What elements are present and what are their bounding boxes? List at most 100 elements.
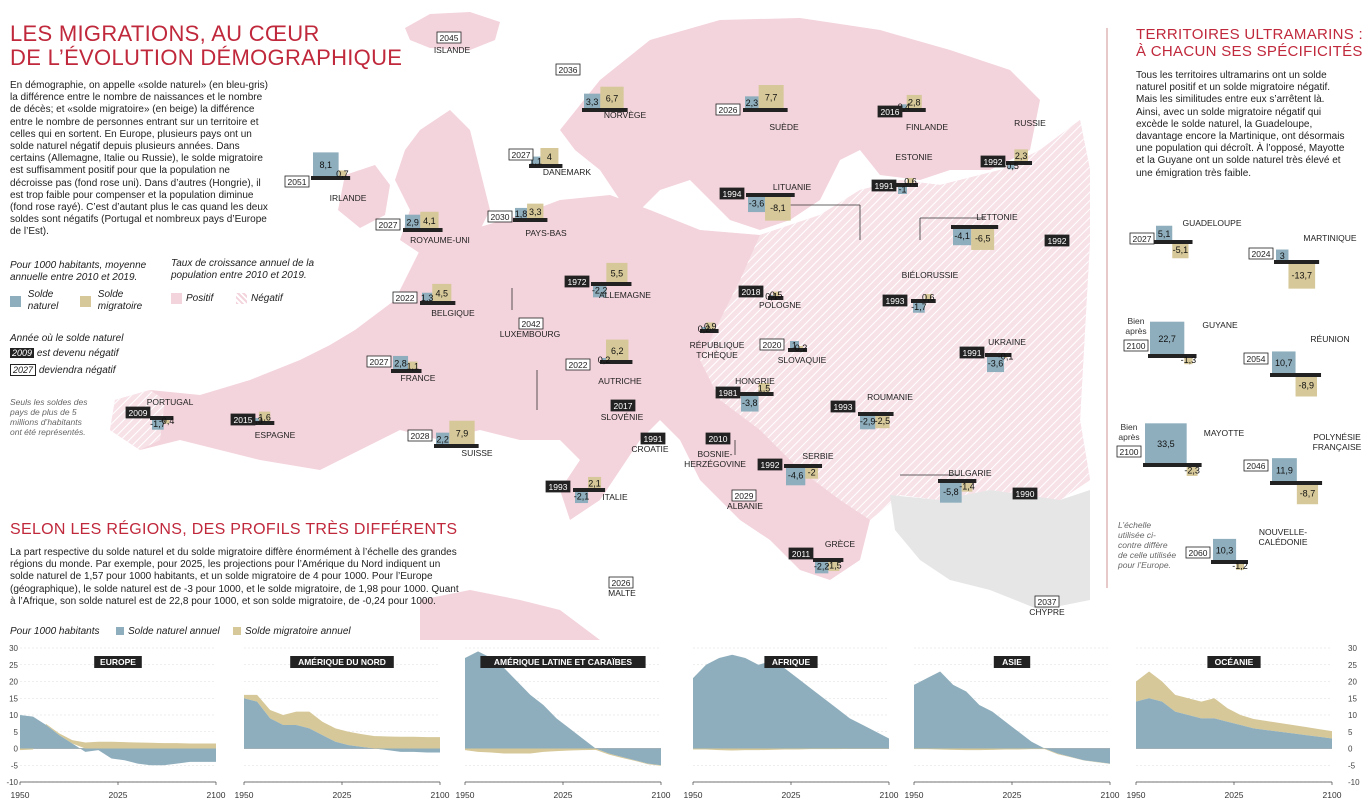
year-box: [1116, 445, 1142, 458]
overseas-3: 10,7 -8,9 2054 RÉUNION: [1243, 334, 1350, 397]
year-box: [1034, 595, 1060, 608]
xtick-label: 2025: [1225, 790, 1244, 800]
ytick-left: 25: [9, 661, 18, 670]
ytick-left: -10: [6, 778, 18, 787]
naturel-value: 10,7: [1275, 358, 1293, 368]
migratoire-value: -2: [808, 467, 816, 477]
naturel-bar: [575, 490, 589, 504]
migratoire-bar: [758, 382, 770, 394]
country-30: -4,6 -2 1992 SERBIE: [757, 451, 834, 486]
naturel-bar: [531, 156, 541, 166]
country-label: FRANCE: [401, 373, 436, 383]
migratoire-bar: [1288, 262, 1316, 289]
ytick-left: 0: [14, 745, 19, 754]
country-9: -10,6 1991 ESTONIE: [871, 152, 933, 195]
overseas-label: POLYNÉSIE: [1313, 432, 1361, 442]
page-title-line2: DE L’ÉVOLUTION DÉMOGRAPHIQUE: [10, 45, 403, 70]
naturel-value: -1,7: [150, 419, 166, 429]
year-text: 1993: [886, 296, 905, 306]
naturel-bar: [515, 207, 528, 220]
year-box: [959, 346, 985, 359]
migratoire-swatch: [80, 295, 91, 307]
naturel-value: 33,5: [1157, 439, 1175, 449]
year-box: [230, 413, 256, 426]
country-label: GRÈCE: [825, 539, 856, 549]
overseas-label: NOUVELLE-: [1259, 527, 1307, 537]
migratoire-value: 0,9: [704, 322, 717, 332]
naturel-value: -4,1: [954, 231, 970, 241]
regions-ylabel: Pour 1000 habitants: [10, 626, 100, 637]
naturel-value: -2,2: [814, 562, 830, 572]
ytick-right: -10: [1348, 778, 1360, 787]
baseline-bar: [1274, 260, 1320, 264]
naturel-value: 10,3: [1216, 545, 1234, 555]
region-panel-4: ASIE 1950 2025 2100: [905, 647, 1120, 800]
year-box: [284, 175, 310, 188]
country-label: DANEMARK: [543, 167, 592, 177]
intro-text: En démographie, on appelle «solde nature…: [10, 80, 268, 238]
legend-year-future: 2027 deviendra négatif: [10, 364, 116, 377]
legend-growth: Taux de croissance annuel de la populati…: [171, 258, 315, 281]
legend-positif: Positif: [171, 293, 213, 305]
year-text: 2029: [735, 491, 754, 501]
country-20: 2,8 1,1 2027 FRANCE: [366, 355, 436, 383]
ytick-right: 15: [1348, 694, 1357, 703]
xtick-label: 1950: [456, 790, 475, 800]
regions-legend-naturel-label: Solde naturel annuel: [128, 626, 220, 637]
baseline-bar: [700, 329, 719, 333]
naturel-bar: [940, 481, 962, 503]
migratoire-bar: [606, 262, 628, 284]
naturel-value: 2,2: [436, 434, 449, 444]
country-label: PAYS-BAS: [525, 228, 567, 238]
country-2: 2,3 7,7 2026 SUÈDE: [715, 85, 799, 132]
country-label: ALBANIE: [727, 501, 763, 511]
baseline-bar: [434, 444, 479, 448]
country-label: IRLANDE: [330, 193, 367, 203]
naturel-bar: [1213, 538, 1237, 562]
naturel-area: [244, 698, 440, 753]
baseline-bar: [1270, 481, 1323, 485]
migratoire-value: -1,2: [1232, 561, 1248, 571]
naturel-value: -3,6: [749, 199, 765, 209]
country-label: MALTE: [608, 588, 636, 598]
baseline-bar: [252, 421, 275, 425]
country-6: 8,10,7 2051 IRLANDE: [284, 152, 367, 203]
year-text: 2046: [1247, 461, 1266, 471]
year-past-label: est devenu négatif: [36, 348, 119, 359]
migratoire-value: -13,7: [1292, 270, 1313, 280]
year-box: [640, 432, 666, 445]
naturel-bar: [953, 227, 972, 246]
overseas-6: 10,3 -1,2 2060 NOUVELLE-CALÉDONIE: [1185, 527, 1308, 571]
baseline-bar: [858, 412, 894, 416]
migratoire-bar: [906, 94, 922, 110]
country-label: RUSSIE: [1014, 118, 1046, 128]
baseline-bar: [938, 479, 977, 483]
xtick-label: 1950: [905, 790, 924, 800]
year-box: [407, 429, 433, 442]
regions-naturel-swatch: [116, 627, 124, 636]
migratoire-value: 1,5: [758, 383, 771, 393]
year-box: [508, 148, 534, 161]
regions-legend-migratoire: Solde migratoire annuel: [233, 626, 351, 637]
baseline-bar: [1270, 373, 1322, 377]
naturel-bar: [584, 93, 601, 110]
naturel-value: 1,8: [515, 209, 528, 219]
naturel-bar: [602, 357, 607, 362]
naturel-value: -4,6: [788, 471, 804, 481]
year-box: [610, 399, 636, 412]
country-21: 0,26,2 2022 AUTRICHE: [565, 339, 642, 386]
overseas-label: GUADELOUPE: [1182, 218, 1241, 228]
migratoire-bar: [527, 203, 544, 220]
naturel-bar: [1272, 458, 1297, 483]
legend-positif-label: Positif: [186, 293, 214, 305]
country-18: 10,2 2020 SLOVAQUIE: [759, 338, 827, 365]
year-text: 2020: [763, 340, 782, 350]
turkey-shape: [890, 490, 1090, 610]
landmass: [110, 12, 1090, 640]
overseas-label: MAYOTTE: [1204, 428, 1245, 438]
year-box: [608, 576, 634, 589]
baseline-bar: [788, 348, 808, 352]
naturel-bar: [1145, 423, 1187, 465]
